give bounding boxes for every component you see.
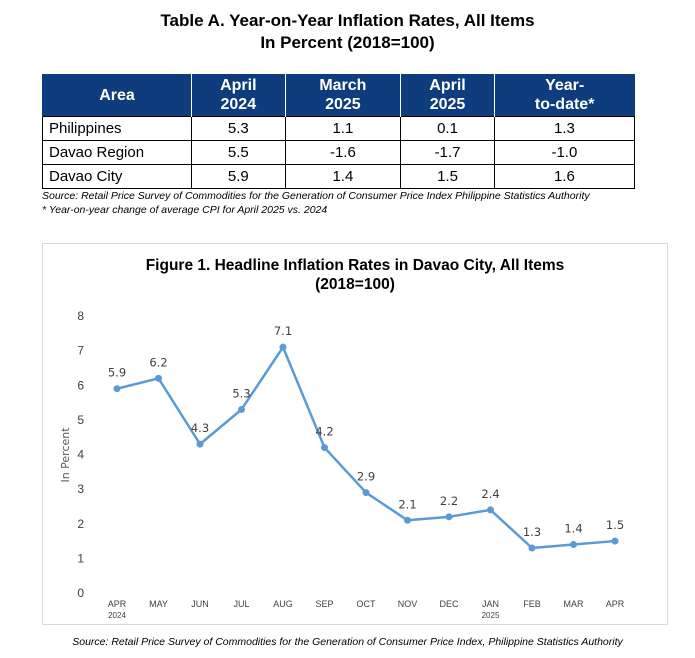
data-point — [487, 506, 494, 514]
data-label: 1.3 — [523, 525, 541, 539]
x-tick-label: APR — [606, 599, 625, 609]
data-point — [321, 444, 328, 452]
x-tick-label: JAN — [482, 599, 499, 609]
data-label: 7.1 — [274, 324, 292, 338]
data-point — [611, 537, 619, 545]
data-label: 2.9 — [357, 470, 375, 484]
header-april-2024: April 2024 — [191, 74, 286, 117]
table-row: Philippines 5.3 1.1 0.1 1.3 — [42, 116, 636, 141]
cell-apr2025: 0.1 — [400, 116, 495, 141]
data-label: 5.3 — [232, 386, 250, 400]
data-point — [570, 541, 577, 549]
data-point — [155, 374, 162, 382]
data-point — [528, 544, 536, 552]
table-title-line2: In Percent (2018=100) — [260, 33, 435, 52]
cell-area: Davao City — [42, 164, 192, 189]
data-label: 1.4 — [564, 522, 582, 536]
x-tick-label: JUN — [191, 599, 209, 609]
chart-title: Figure 1. Headline Inflation Rates in Da… — [145, 257, 565, 274]
chart-subtitle: (2018=100) — [315, 276, 395, 293]
cell-mar2025: 1.1 — [284, 116, 402, 141]
series-line — [116, 345, 616, 550]
cell-ytd: -1.0 — [493, 140, 636, 165]
cell-apr2024: 5.5 — [191, 140, 286, 165]
figure-source-note: Source: Retail Price Survey of Commoditi… — [72, 636, 623, 648]
data-point — [238, 405, 245, 413]
data-label: 2.2 — [440, 494, 458, 508]
data-label: 5.9 — [108, 366, 126, 380]
table-row: Davao Region 5.5 -1.6 -1.7 -1.0 — [42, 140, 636, 165]
cell-area: Davao Region — [42, 140, 192, 165]
cell-ytd: 1.3 — [493, 116, 636, 141]
header-march-2025: March 2025 — [284, 74, 401, 117]
x-tick-sublabel: 2025 — [482, 611, 500, 620]
x-tick-label: DEC — [439, 599, 459, 609]
x-tick-label: MAR — [564, 599, 585, 609]
x-tick-sublabel: 2024 — [108, 611, 126, 620]
chart-title-block: Figure 1. Headline Inflation Rates in Da… — [42, 256, 668, 294]
inflation-table: Area April 2024 March 2025 April 2025 Year-… — [42, 74, 636, 189]
x-tick-label: APR — [108, 599, 127, 609]
cell-apr2025: -1.7 — [400, 140, 495, 165]
cell-apr2024: 5.9 — [191, 164, 286, 189]
table-header-row: Area April 2024 March 2025 April 2025 Year-… — [42, 74, 635, 117]
header-april-2025: April 2025 — [400, 74, 495, 117]
x-tick-label: OCT — [357, 599, 377, 609]
x-tick-label: MAY — [149, 599, 168, 609]
table-source-note: Source: Retail Price Survey of Commoditi… — [42, 190, 590, 202]
cell-mar2025: -1.6 — [284, 140, 402, 165]
y-tick-label: 3 — [77, 482, 84, 496]
header-year-to-date: Year-to-date* — [493, 74, 635, 117]
cell-ytd: 1.6 — [493, 164, 636, 189]
data-label: 4.2 — [315, 425, 333, 439]
x-tick-label: AUG — [273, 599, 293, 609]
table-footnote: * Year-on-year change of average CPI for… — [42, 204, 328, 216]
y-tick-label: 0 — [77, 586, 84, 600]
x-tick-label: NOV — [398, 599, 418, 609]
x-tick-label: SEP — [315, 599, 333, 609]
header-area: Area — [42, 74, 192, 117]
figure-frame — [42, 243, 668, 625]
y-tick-label: 8 — [77, 309, 84, 323]
table-row: Davao City 5.9 1.4 1.5 1.6 — [42, 164, 636, 189]
cell-apr2025: 1.5 — [400, 164, 495, 189]
y-tick-label: 1 — [77, 551, 84, 565]
data-point — [196, 440, 204, 448]
data-point — [113, 385, 121, 393]
data-label: 6.2 — [149, 355, 167, 369]
data-label: 4.3 — [191, 421, 209, 435]
data-label: 2.1 — [398, 497, 416, 511]
cell-area: Philippines — [42, 116, 192, 141]
y-tick-label: 6 — [77, 378, 84, 392]
cell-mar2025: 1.4 — [284, 164, 402, 189]
y-tick-label: 4 — [77, 448, 84, 462]
data-point — [445, 513, 453, 521]
table-title: Table A. Year-on-Year Inflation Rates, A… — [0, 10, 695, 54]
cell-apr2024: 5.3 — [191, 116, 286, 141]
y-tick-label: 2 — [77, 517, 84, 531]
data-point — [404, 516, 411, 524]
data-label: 1.5 — [606, 518, 624, 532]
y-tick-label: 7 — [77, 344, 84, 358]
y-axis-label: In Percent — [59, 427, 72, 483]
data-point — [362, 489, 370, 497]
data-label: 2.4 — [481, 487, 499, 501]
table-title-line1: Table A. Year-on-Year Inflation Rates, A… — [160, 11, 535, 30]
x-tick-label: JUL — [233, 599, 249, 609]
data-point — [279, 343, 287, 351]
x-tick-label: FEB — [523, 599, 541, 609]
y-tick-label: 5 — [77, 413, 84, 427]
